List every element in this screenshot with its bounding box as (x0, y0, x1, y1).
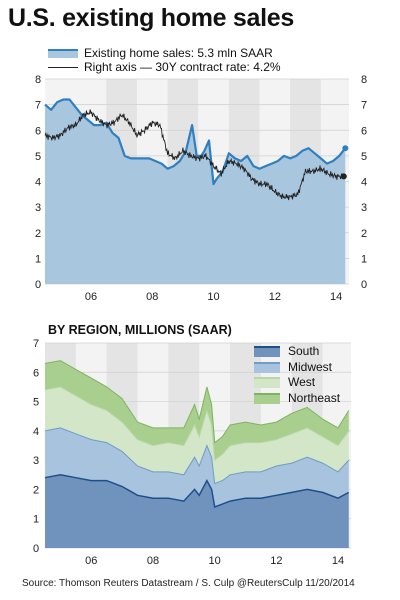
south-line (44, 474, 350, 509)
legend-label-rate: Right axis — 30Y contract rate: 4.2% (84, 60, 281, 74)
top-chart-legend: Existing home sales: 5.3 mln SAAR Right … (46, 46, 281, 74)
legend-item-rate: Right axis — 30Y contract rate: 4.2% (46, 60, 281, 74)
y-tick-label: 4 (33, 426, 39, 438)
legend-label-south: South (288, 344, 320, 358)
x-tick-label: 12 (270, 555, 282, 567)
legend-label-midwest: Midwest (288, 359, 333, 374)
y-tick-label: 2 (33, 484, 39, 496)
legend-swatch-south (254, 346, 280, 358)
legend-swatch-west (254, 377, 280, 389)
home-sales-line (44, 98, 347, 186)
legend-label-west: West (288, 375, 316, 389)
y2-tick-label: 8 (361, 74, 367, 86)
legend-swatch-midwest (254, 361, 280, 373)
y-tick-label: 5 (35, 151, 41, 163)
y2-tick-label: 7 (361, 100, 367, 112)
legend-line-swatch (46, 60, 80, 74)
y-tick-label: 6 (33, 367, 39, 379)
legend-label-northeast: Northeast (288, 390, 341, 405)
northeast-area (45, 360, 349, 461)
x-tick-label: 14 (332, 555, 344, 567)
region-chart-title: BY REGION, MILLIONS (SAAR) (48, 323, 232, 337)
y-tick-label: 7 (33, 338, 39, 350)
legend-swatch-northeast (254, 392, 280, 404)
south-area (45, 474, 349, 548)
y-tick-label: 0 (35, 279, 41, 291)
y-tick-label: 6 (35, 125, 41, 137)
x-tick-label: 10 (207, 291, 219, 303)
x-tick-label: 12 (269, 291, 281, 303)
legend-item-west: West (254, 375, 340, 391)
y-tick-label: 3 (33, 455, 39, 467)
legend-item-home-sales: Existing home sales: 5.3 mln SAAR (46, 46, 281, 60)
y-tick-label: 1 (35, 253, 41, 265)
legend-item-midwest: Midwest (254, 360, 340, 376)
y-tick-label: 1 (33, 514, 39, 526)
y-tick-label: 3 (35, 202, 41, 214)
west-area (45, 386, 349, 484)
x-tick-label: 10 (209, 555, 221, 567)
y-tick-label: 8 (35, 74, 41, 86)
home-sales-end-point (342, 145, 349, 152)
x-tick-label: 08 (147, 555, 159, 567)
x-tick-label: 14 (330, 291, 342, 303)
y-tick-label: 7 (35, 100, 41, 112)
source-note: Source: Thomson Reuters Datastream / S. … (22, 578, 355, 589)
legend-area-swatch (46, 46, 80, 60)
midwest-line (44, 427, 350, 485)
legend-label-home-sales: Existing home sales: 5.3 mln SAAR (84, 46, 273, 60)
x-tick-label: 08 (146, 291, 158, 303)
rate-line (44, 109, 345, 201)
midwest-area (45, 427, 349, 507)
x-tick-label: 06 (85, 555, 97, 567)
y2-tick-label: 5 (361, 151, 367, 163)
y2-tick-label: 1 (361, 253, 367, 265)
x-tick-label: 06 (85, 291, 97, 303)
y2-tick-label: 2 (361, 228, 367, 240)
y-tick-label: 4 (35, 177, 41, 189)
y2-tick-label: 4 (361, 177, 367, 189)
chart-title: U.S. existing home sales (8, 4, 294, 32)
y-tick-label: 2 (35, 228, 41, 240)
y-tick-label: 0 (33, 543, 39, 555)
y-tick-label: 5 (33, 397, 39, 409)
rate-end-point (340, 173, 347, 180)
y2-tick-label: 0 (361, 279, 367, 291)
region-legend: South Midwest West Northeast (254, 344, 340, 406)
west-line (44, 386, 350, 462)
northeast-line (44, 360, 350, 444)
y2-tick-label: 3 (361, 202, 367, 214)
y2-tick-label: 6 (361, 125, 367, 137)
legend-item-northeast: Northeast (254, 391, 340, 407)
legend-item-south: South (254, 344, 340, 360)
